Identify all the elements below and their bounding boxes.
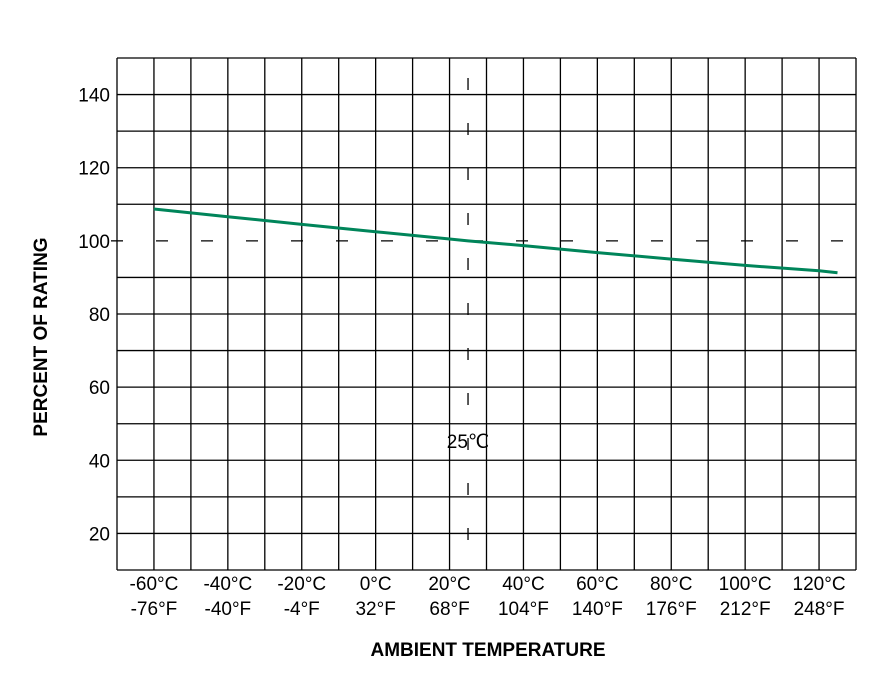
reference-label: 25℃ [447, 432, 489, 453]
y-axis-title: PERCENT OF RATING [31, 237, 52, 436]
x-tick-label-fahrenheit: 176°F [646, 599, 697, 620]
x-tick-label-celsius: -60°C [130, 574, 179, 595]
y-tick-labels: 20 40 60 80 100 120 140 [78, 86, 110, 546]
x-tick-label-celsius: -20°C [277, 574, 326, 595]
x-tick-label-fahrenheit: 68°F [429, 599, 469, 620]
x-tick-label-celsius: 40°C [502, 574, 544, 595]
reference-lines [111, 58, 862, 570]
y-tick-label: 120 [78, 159, 110, 180]
x-tick-label-fahrenheit: -4°F [284, 599, 320, 620]
y-tick-label: 60 [89, 378, 110, 399]
y-tick-label: 40 [89, 451, 110, 472]
x-tick-label-celsius: 120°C [793, 574, 846, 595]
x-tick-label-celsius: 0°C [360, 574, 392, 595]
grid [116, 57, 857, 571]
x-axis-title: AMBIENT TEMPERATURE [370, 640, 605, 661]
x-tick-label-fahrenheit: 104°F [498, 599, 549, 620]
y-tick-label: 20 [89, 524, 110, 545]
x-tick-label-fahrenheit: -76°F [131, 599, 178, 620]
x-tick-label-fahrenheit: -40°F [205, 599, 252, 620]
x-tick-label-fahrenheit: 248°F [794, 599, 845, 620]
x-tick-label-celsius: 20°C [428, 574, 470, 595]
y-tick-label: 100 [78, 232, 110, 253]
x-tick-label-celsius: 60°C [576, 574, 618, 595]
x-tick-label-celsius: 100°C [719, 574, 772, 595]
y-tick-label: 140 [78, 86, 110, 107]
x-tick-label-celsius: -40°C [203, 574, 252, 595]
x-tick-label-fahrenheit: 212°F [720, 599, 771, 620]
series [153, 207, 838, 275]
x-tick-label-fahrenheit: 140°F [572, 599, 623, 620]
x-tick-label-fahrenheit: 32°F [355, 599, 395, 620]
y-tick-label: 80 [89, 305, 110, 326]
x-tick-label-celsius: 80°C [650, 574, 692, 595]
series-line [153, 207, 838, 275]
x-tick-labels: -60°C -76°F -40°C -40°F -20°C -4°F 0°C 32°F 20°C… [130, 574, 846, 620]
